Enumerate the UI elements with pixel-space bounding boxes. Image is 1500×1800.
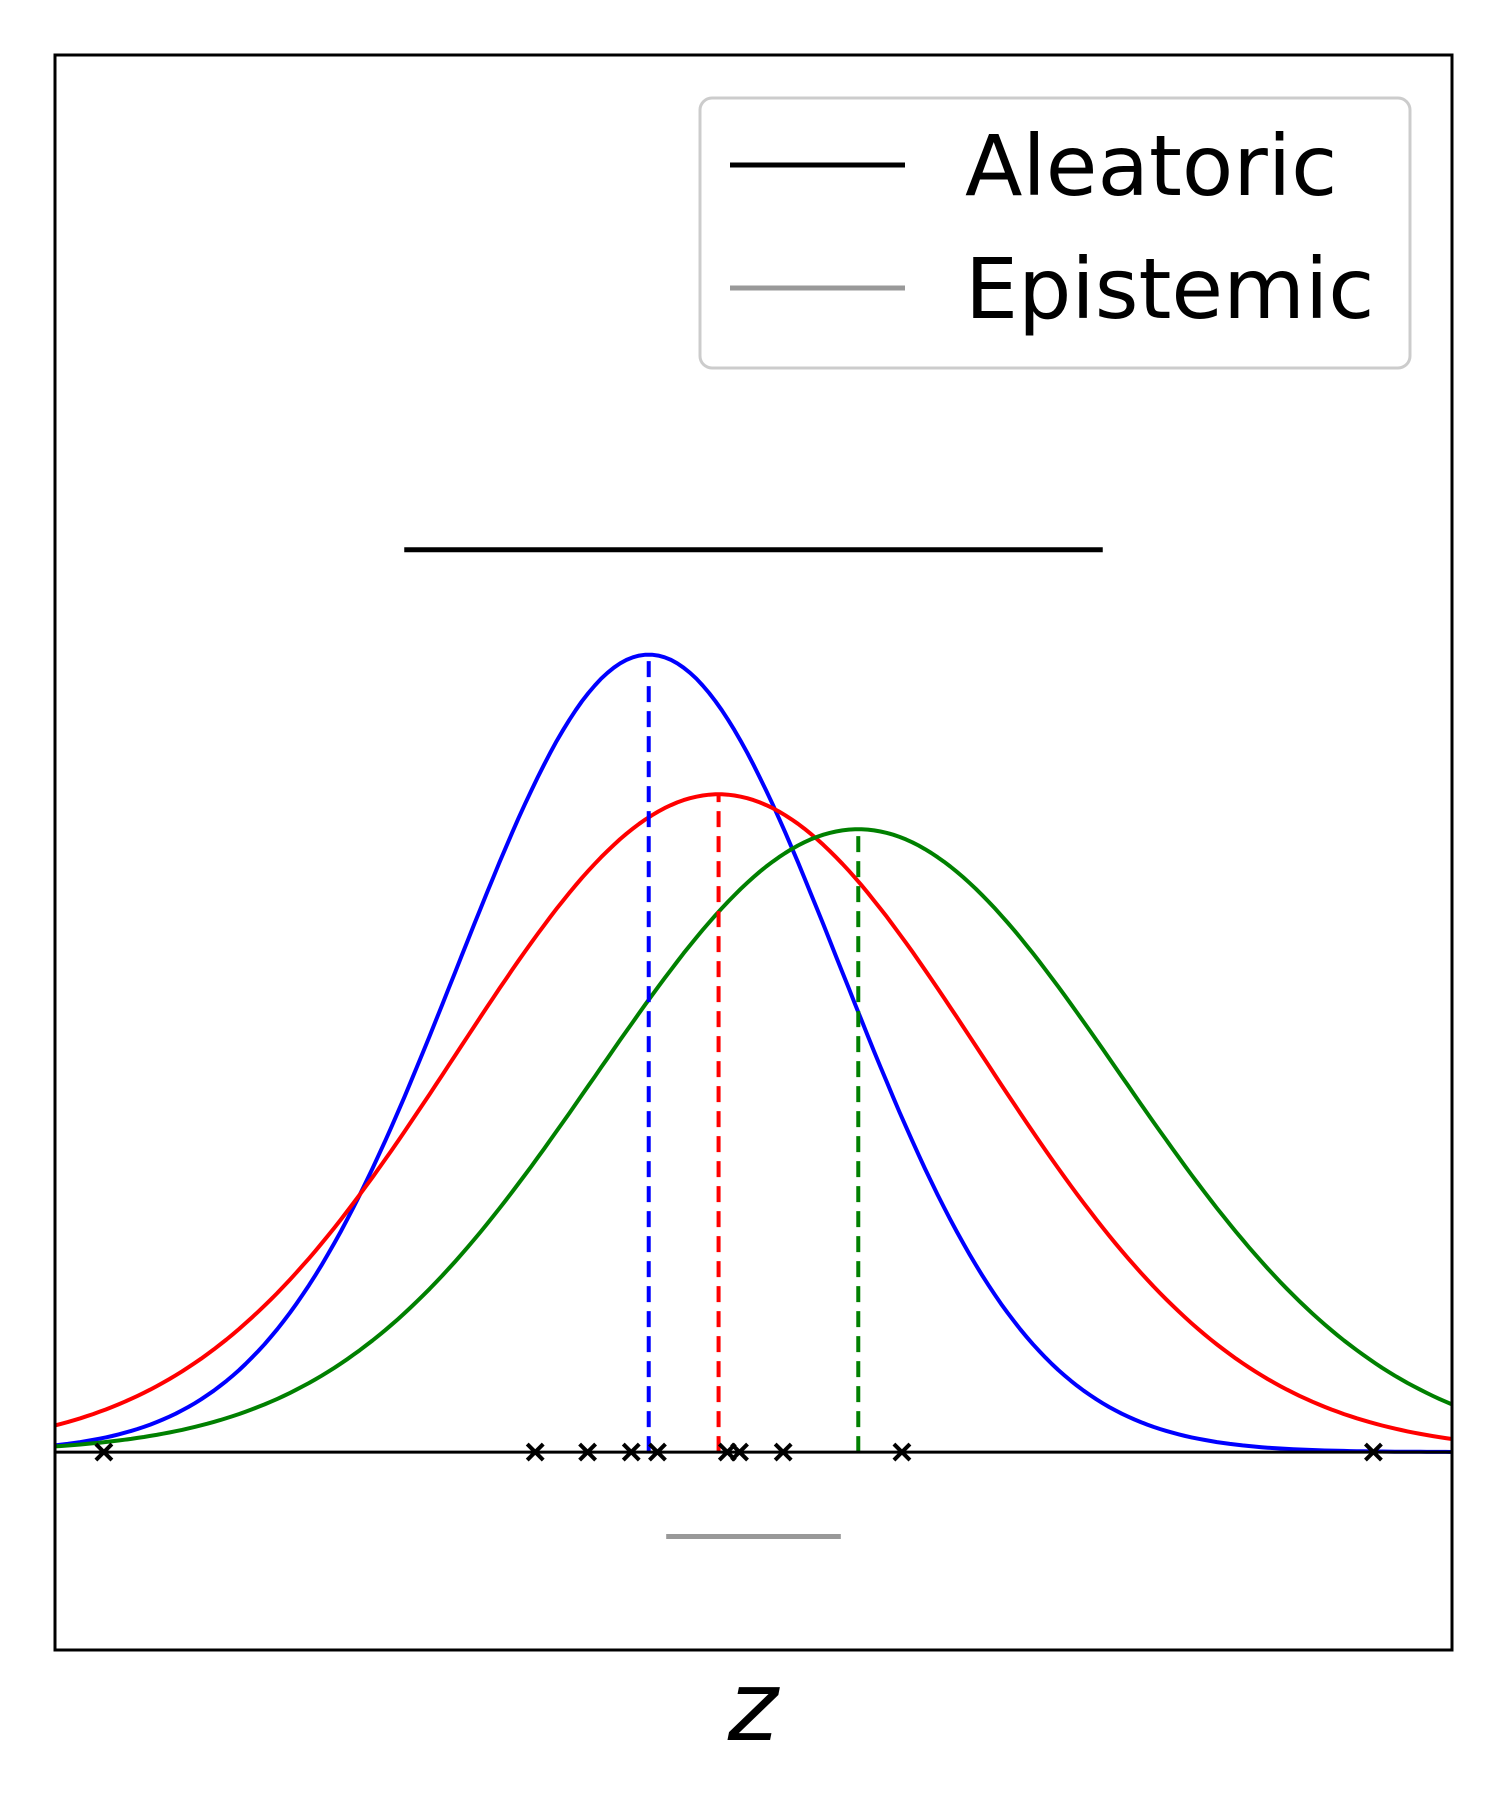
density-curve-1 [55, 792, 1452, 1441]
sample-marker-9 [1364, 1442, 1383, 1462]
density-curve-0 [55, 652, 1452, 1454]
legend-epistemic-label: Epistemic [965, 240, 1374, 338]
legend-aleatoric-label: Aleatoric [965, 117, 1337, 215]
sample-marker-4 [648, 1442, 667, 1462]
plot-area [55, 547, 1452, 1539]
sample-marker-2 [578, 1442, 598, 1462]
x-axis-label: z [727, 1651, 781, 1763]
sample-marker-3 [621, 1442, 641, 1462]
sample-marker-0 [94, 1442, 114, 1462]
density-curve-2 [55, 827, 1452, 1449]
sample-marker-7 [773, 1442, 793, 1462]
plot-frame [53, 53, 1454, 1652]
sample-marker-1 [525, 1442, 545, 1462]
sample-marker-8 [892, 1442, 912, 1462]
legend: Aleatoric Epistemic [698, 96, 1412, 370]
sample-marker-6 [730, 1442, 749, 1462]
